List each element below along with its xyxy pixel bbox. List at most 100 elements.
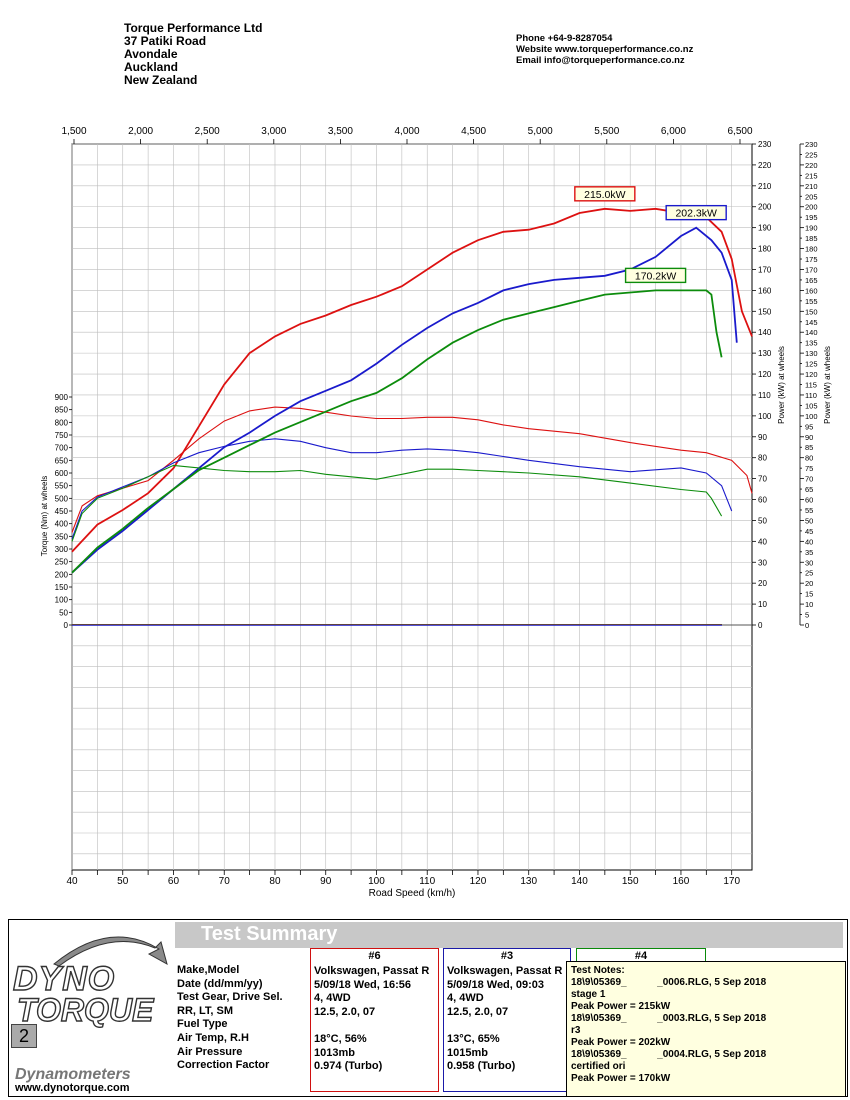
run-value [447,1019,562,1033]
torque-tick-label: 250 [55,558,69,567]
x-tick-label: 80 [269,876,281,887]
power-curve-run-3 [71,226,738,574]
test-summary-panel: DYNO TORQUE 2 Dynamometers www.dynotorqu… [8,919,848,1097]
outer-power-tick-label: 95 [805,422,813,431]
outer-power-tick-label: 200 [805,203,818,212]
run-value: 4, 4WD [314,992,351,1005]
run-value: 0.974 (Turbo) [314,1060,383,1073]
logo-text-dynamometers: Dynamometers [15,1066,131,1083]
power-tick-label: 180 [758,245,772,254]
note-line: 18\9\05369_ _0003.RLG, 5 Sep 2018 [571,1013,767,1024]
run-value: 13°C, 65% [447,1032,500,1045]
power-tick-label: 110 [758,391,771,400]
power-tick-label: 50 [758,516,767,525]
outer-power-axis-label: Power (kW) at wheels [823,346,832,424]
outer-power-tick-label: 45 [805,527,813,536]
run-value: 5/09/18 Wed, 09:03 [447,978,545,991]
x-tick-label: 70 [219,876,231,887]
rpm-tick-label: 6,500 [727,126,752,137]
run-id: #6 [368,950,381,962]
torque-tick-label: 150 [55,583,69,592]
power-tick-label: 200 [758,203,772,212]
logo-text-torque: TORQUE [16,991,154,1028]
outer-power-tick-label: 165 [805,276,818,285]
run-value: 5/09/18 Wed, 16:56 [314,978,412,991]
note-line: certified ori [571,1061,626,1072]
power-tick-label: 60 [758,496,767,505]
outer-power-tick-label: 80 [805,454,813,463]
x-tick-label: 60 [168,876,180,887]
plot-frame [71,143,753,871]
torque-tick-label: 750 [55,431,69,440]
x-tick-label: 40 [66,876,78,887]
outer-power-tick-label: 175 [805,255,818,264]
outer-power-tick-label: 20 [805,579,813,588]
outer-power-tick-label: 100 [805,412,818,421]
company-line: Avondale [124,47,178,61]
torque-tick-label: 450 [55,507,69,516]
peak-label-box [624,267,687,284]
run-id: #3 [500,950,514,962]
torque-tick-label: 400 [55,520,69,529]
power-tick-label: 230 [758,140,772,149]
power-tick-label: 220 [758,161,772,170]
row-label: Make,Model [177,964,240,976]
outer-power-tick-label: 70 [805,475,813,484]
power-tick-label: 20 [758,579,767,588]
company-line: 37 Patiki Road [124,34,207,48]
outer-power-tick-label: 105 [805,401,818,410]
note-line: Peak Power = 170kW [571,1073,671,1084]
row-label: RR, LT, SM [177,1004,234,1017]
outer-power-tick-label: 0 [805,621,809,630]
outer-power-tick-label: 60 [805,496,813,505]
power-tick-label: 150 [758,307,772,316]
rpm-tick-label: 4,000 [394,126,419,137]
outer-power-tick-label: 220 [805,161,818,170]
power-tick-label: 40 [758,537,767,546]
rpm-tick-label: 2,500 [195,126,220,137]
outer-power-tick-label: 130 [805,349,818,358]
note-line: 18\9\05369_ _0006.RLG, 5 Sep 2018 [571,977,767,988]
company-address: Torque Performance Ltd 37 Patiki Road Av… [124,22,262,87]
power-tick-label: 210 [758,182,772,191]
torque-tick-label: 850 [55,406,69,415]
peak-label-box [665,204,727,221]
torque-axis-label: Torque (Nm) at wheels [40,476,49,556]
outer-power-tick-label: 230 [805,140,818,149]
note-line: 18\9\05369_ _0004.RLG, 5 Sep 2018 [571,1049,767,1060]
row-label: Air Pressure [177,1045,243,1058]
test-notes: Test Notes: 18\9\05369_ _0006.RLG, 5 Sep… [566,961,846,1097]
x-tick-label: 140 [571,876,588,887]
x-tick-label: 160 [673,876,690,887]
run-column-3: #3 Volkswagen, Passat R 5/09/18 Wed, 09:… [443,948,571,1092]
outer-power-tick-label: 185 [805,234,818,243]
note-line: stage 1 [571,989,606,1000]
power-tick-label: 140 [758,328,772,337]
power-axis-label: Power (kW) at wheels [777,346,786,424]
torque-tick-label: 0 [64,621,69,630]
x-tick-label: 50 [117,876,129,887]
power-tick-label: 190 [758,224,772,233]
company-line: Torque Performance Ltd [124,21,263,35]
rpm-tick-label: 6,000 [661,126,686,137]
company-line: New Zealand [124,73,198,87]
outer-power-tick-label: 170 [805,265,818,274]
outer-power-tick-label: 160 [805,286,818,295]
outer-power-tick-label: 25 [805,569,813,578]
outer-power-tick-label: 180 [805,245,818,254]
outer-power-tick-label: 195 [805,213,818,222]
rpm-tick-label: 2,000 [128,126,153,137]
peak-label: 202.3kW [675,208,717,220]
torque-tick-label: 800 [55,418,69,427]
outer-power-tick-label: 190 [805,224,818,233]
outer-power-tick-label: 110 [805,391,817,400]
row-label: Fuel Type [177,1018,228,1031]
outer-power-tick-label: 35 [805,548,813,557]
torque-tick-label: 900 [55,393,69,402]
torque-tick-label: 500 [55,494,69,503]
company-line: Auckland [124,60,179,74]
run-id: #4 [634,950,648,962]
peak-label: 170.2kW [635,270,677,282]
logo-badge: 2 [11,1024,37,1048]
outer-power-tick-label: 55 [805,506,813,515]
